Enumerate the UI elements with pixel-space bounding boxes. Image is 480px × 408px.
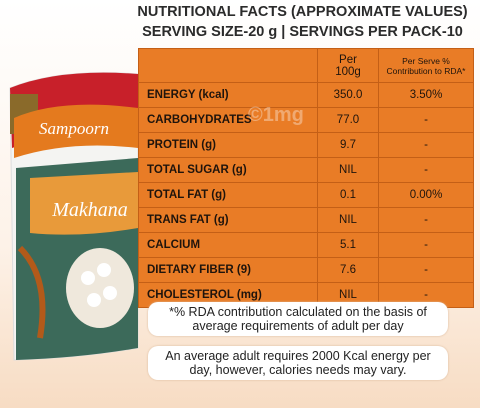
table-cell: DIETARY FIBER (9) xyxy=(147,264,251,276)
table-cell: 5.1 xyxy=(317,233,378,257)
table-cell: - xyxy=(378,133,473,157)
table-row: TRANS FAT (g) NIL - xyxy=(139,207,473,232)
table-row: TOTAL FAT (g) 0.1 0.00% xyxy=(139,182,473,207)
note-box: *% RDA contribution calculated on the ba… xyxy=(148,302,448,336)
header-row: Per 100g Per Serve % Contribution to RDA* xyxy=(139,49,473,82)
header-text: Contribution to RDA* xyxy=(386,65,466,76)
table-cell: 3.50% xyxy=(378,83,473,107)
table-cell: - xyxy=(378,108,473,132)
table-cell: TOTAL FAT (g) xyxy=(147,189,226,201)
table-row: CALCIUM 5.1- xyxy=(139,232,473,257)
table-row: CARBOHYDRATES 77.0- xyxy=(139,107,473,132)
table-cell: 0.1 xyxy=(317,183,378,207)
header-text: Per Serve % xyxy=(402,55,450,66)
table-cell: CALCIUM xyxy=(147,239,201,251)
note-box: An average adult requires 2000 Kcal ener… xyxy=(148,346,448,380)
table-cell: NIL xyxy=(317,158,378,182)
nutrition-table: Per 100g Per Serve % Contribution to RDA* EN… xyxy=(138,48,474,308)
table-row: ENERGY (kcal) 350.0 3.50% xyxy=(139,82,473,107)
title-line: NUTRITIONAL FACTS (APPROXIMATE VALUES) xyxy=(137,4,468,20)
table-cell: CHOLESTEROL (mg) xyxy=(147,289,262,301)
header-cell: Per 100g xyxy=(317,49,378,82)
table-cell: - xyxy=(378,233,473,257)
note-line: *% RDA contribution calculated on the ba… xyxy=(169,305,427,319)
note-line: average requirements of adult per day xyxy=(192,319,404,333)
product-bag: Sampoorn Makhana xyxy=(9,72,139,361)
header-cell: Per Serve % Contribution to RDA* xyxy=(378,49,473,82)
table-row: PROTEIN (g) 9.7- xyxy=(139,132,473,157)
table-cell: - xyxy=(378,258,473,282)
table-row: CHOLESTEROL (mg) NIL - xyxy=(139,282,473,307)
table-cell: 0.00% xyxy=(378,183,473,207)
table-cell: TRANS FAT (g) xyxy=(147,214,229,226)
table-cell: - xyxy=(378,283,473,307)
watermark: ©1mg xyxy=(248,104,304,126)
table-cell: - xyxy=(378,208,473,232)
table-cell: 77.0 xyxy=(317,108,378,132)
table-cell: 7.6 xyxy=(317,258,378,282)
table-cell: TOTAL SUGAR (g) xyxy=(147,164,247,176)
table-cell: PROTEIN (g) xyxy=(147,139,216,151)
title-line: SERVING SIZE-20 g | SERVINGS PER PACK-10 xyxy=(142,24,463,40)
note-line: day, however, calories needs may vary. xyxy=(189,363,407,377)
product-name: Makhana xyxy=(51,199,128,221)
table-cell: - xyxy=(378,158,473,182)
header-text: Per xyxy=(339,53,357,66)
header-text: 100g xyxy=(335,65,361,78)
table-cell: NIL xyxy=(317,283,378,307)
brand: Sampoorn xyxy=(39,119,109,138)
table-cell: 350.0 xyxy=(317,83,378,107)
note-line: An average adult requires 2000 Kcal ener… xyxy=(165,349,431,363)
table-cell: ENERGY (kcal) xyxy=(147,89,229,101)
table-cell: NIL xyxy=(317,208,378,232)
table-cell: 9.7 xyxy=(317,133,378,157)
table-row: DIETARY FIBER (9) 7.6- xyxy=(139,257,473,282)
table-cell: CARBOHYDRATES xyxy=(147,114,252,126)
table-row: TOTAL SUGAR (g) NIL - xyxy=(139,157,473,182)
